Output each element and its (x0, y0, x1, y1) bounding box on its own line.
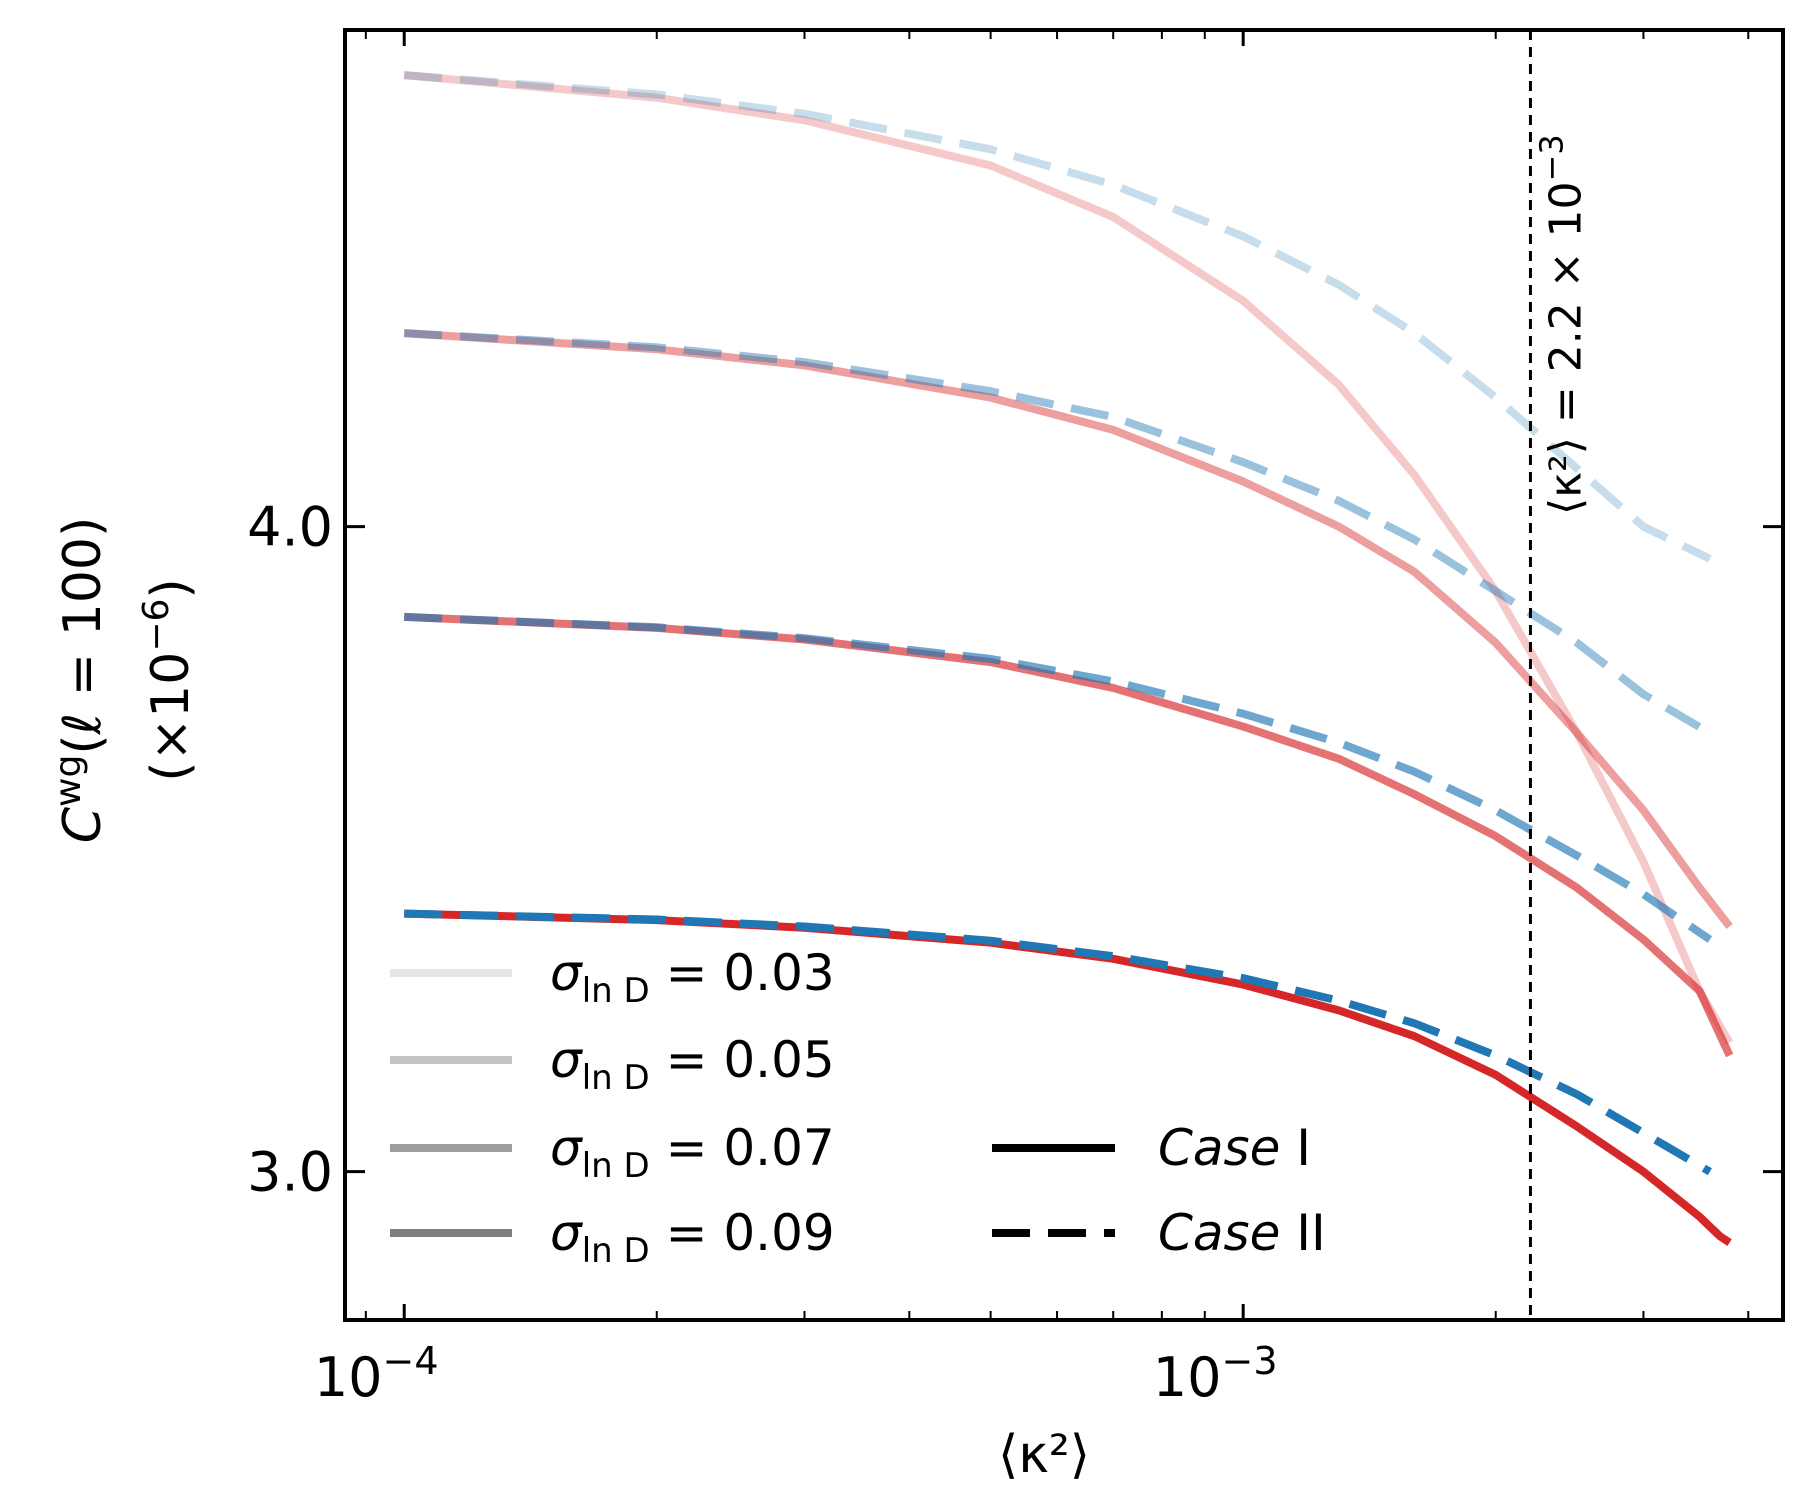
series-line-0.05-case-II (403, 329, 1712, 737)
x-tick-label: 10−3 (1153, 1339, 1278, 1409)
x-tick-label: 10−4 (314, 1339, 439, 1409)
series-line-0.03-case-I (403, 71, 1734, 1045)
tick-layer: 10−4 10−3 3.0 4.0 (247, 30, 1783, 1409)
y-axis-scale-label: (×10−6) (136, 578, 201, 781)
vline-label: ⟨κ²⟩ = 2.2 × 10−3 (1532, 134, 1591, 515)
series-line-0.07-case-II (404, 612, 1713, 943)
series-line-0.09-case-I (404, 909, 1732, 1246)
series-line-0.03-case-II (403, 71, 1712, 563)
plot-frame (343, 28, 1785, 1322)
series-line-0.09-case-II (404, 909, 1712, 1176)
series-layer (403, 71, 1734, 1246)
vline-layer: ⟨κ²⟩ = 2.2 × 10−3 (1528, 30, 1591, 1320)
legend-sigma-label: σln D = 0.03 (550, 944, 835, 1011)
y-tick-label: 4.0 (247, 496, 333, 559)
label-layer: ⟨κ²⟩ Cwg(ℓ = 100) (×10−6) (48, 517, 1090, 1485)
y-axis-label: Cwg(ℓ = 100) (48, 517, 113, 844)
legend-sigma-label: σln D = 0.09 (550, 1204, 835, 1271)
x-axis-label: ⟨κ²⟩ (998, 1425, 1090, 1485)
legend-case-label: Case II (1158, 1204, 1326, 1262)
y-tick-label: 3.0 (247, 1141, 333, 1204)
series-line-0.05-case-I (403, 329, 1733, 929)
legend-sigma-label: σln D = 0.07 (550, 1119, 835, 1186)
legend: σln D = 0.03 σln D = 0.05 σln D = 0.07 σln … (390, 944, 1326, 1271)
legend-case-label: Case I (1158, 1119, 1311, 1177)
legend-sigma-label: σln D = 0.05 (550, 1031, 835, 1098)
